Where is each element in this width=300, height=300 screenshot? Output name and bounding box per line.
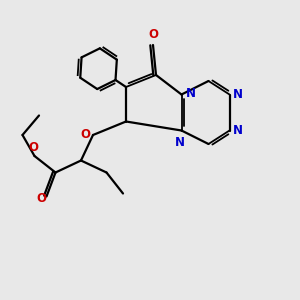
Text: N: N (233, 124, 243, 137)
Text: N: N (186, 86, 196, 100)
Text: O: O (81, 128, 91, 142)
Text: O: O (148, 28, 158, 41)
Text: N: N (175, 136, 185, 149)
Text: O: O (28, 141, 38, 154)
Text: O: O (36, 191, 46, 205)
Text: N: N (233, 88, 243, 101)
